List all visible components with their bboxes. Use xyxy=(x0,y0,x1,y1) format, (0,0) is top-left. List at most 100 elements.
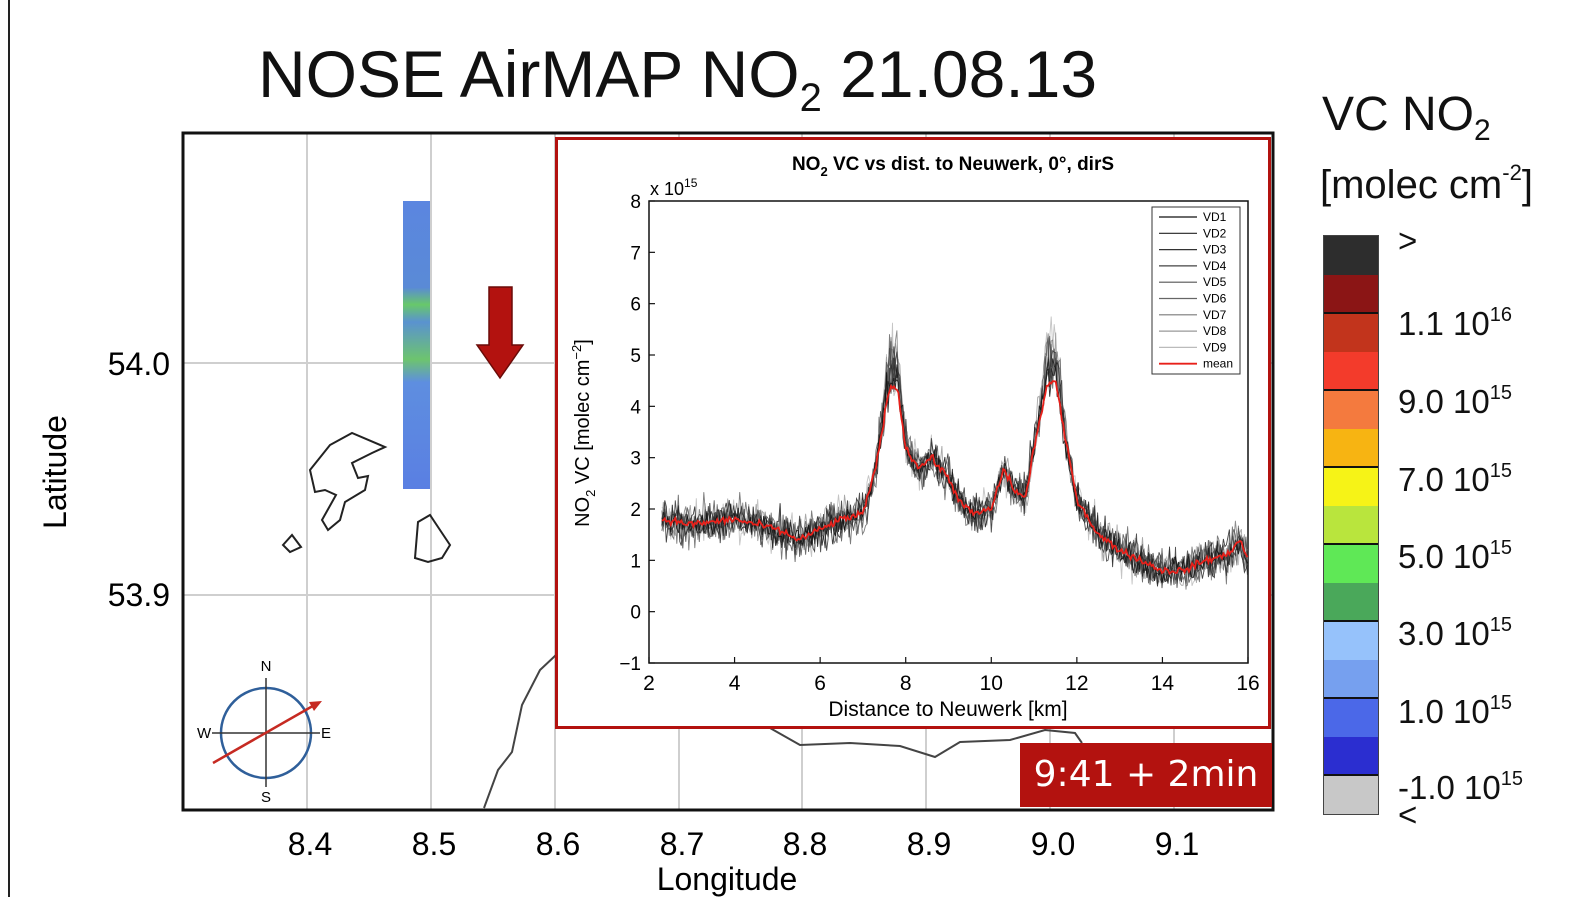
main-title: NOSE AirMAP NO2 21.08.13 xyxy=(258,37,1098,120)
y-multiplier: x 1015 xyxy=(650,176,698,199)
compass-rose: N S W E xyxy=(197,658,331,806)
y-axis-label: NO2 VC [molec cm−2] xyxy=(569,339,598,527)
colorbar-boundary xyxy=(1324,312,1378,314)
colorbar-unit: [molec cm-2] xyxy=(1320,160,1533,207)
time-badge: 9:41 + 2min xyxy=(1020,743,1272,807)
colorbar-boundary xyxy=(1324,697,1378,699)
map-xtick: 9.0 xyxy=(1031,826,1075,862)
map-x-axis-label: Longitude xyxy=(657,861,798,897)
map-xtick: 8.4 xyxy=(288,826,332,862)
map-frame xyxy=(181,131,1275,812)
y-tick-label: 1 xyxy=(630,551,641,572)
map-xtick: 8.6 xyxy=(536,826,580,862)
map-ytick: 53.9 xyxy=(108,577,170,613)
legend: VD1 VD2 VD3 VD4 VD5 VD6 VD7 VD8 VD9 mean xyxy=(1151,206,1241,375)
legend-label: VD5 xyxy=(1203,275,1227,289)
colorbar-segment xyxy=(1324,698,1378,737)
inset-frame xyxy=(555,137,1271,729)
island-outlines xyxy=(281,431,452,564)
x-axis-label: Distance to Neuwerk [km] xyxy=(828,698,1067,721)
compass-wind-arrow xyxy=(212,701,319,765)
colorbar-boundary xyxy=(1324,389,1378,391)
y-tick-label: 6 xyxy=(630,295,641,316)
colorbar-label: > xyxy=(1398,222,1418,259)
left-frame-border xyxy=(8,0,10,897)
colorbar-segment xyxy=(1324,467,1378,506)
measurement-swath xyxy=(403,201,430,489)
colorbar-label: 1.0 1015 xyxy=(1398,692,1512,730)
map-x-tick-labels: 8.4 8.5 8.6 8.7 8.8 8.9 9.0 9.1 xyxy=(288,826,1199,862)
y-tick-label: −1 xyxy=(619,654,641,675)
y-tick-label: 8 xyxy=(630,192,641,213)
x-ticks: 2 4 6 8 10 12 14 16 xyxy=(643,657,1260,695)
colorbar-segment xyxy=(1324,313,1378,352)
x-tick-label: 6 xyxy=(814,672,826,695)
colorbar-segment xyxy=(1324,544,1378,583)
colorbar-segment xyxy=(1324,582,1378,621)
colorbar-label: 7.0 1015 xyxy=(1398,460,1512,498)
x-tick-label: 16 xyxy=(1236,672,1259,695)
x-tick-label: 10 xyxy=(980,672,1003,695)
legend-label: VD7 xyxy=(1203,308,1227,322)
legend-label: VD9 xyxy=(1203,340,1227,354)
legend-label: mean xyxy=(1203,357,1233,371)
colorbar xyxy=(1323,235,1379,815)
colorbar-segment xyxy=(1324,736,1378,775)
colorbar-segment xyxy=(1324,390,1378,429)
colorbar-segment xyxy=(1324,428,1378,467)
legend-label: VD2 xyxy=(1203,226,1227,240)
colorbar-boundary xyxy=(1324,620,1378,622)
map-xtick: 8.5 xyxy=(412,826,456,862)
legend-label: VD3 xyxy=(1203,243,1227,257)
x-tick-label: 2 xyxy=(643,672,655,695)
y-tick-label: 7 xyxy=(630,243,641,264)
map-ytick: 54.0 xyxy=(108,346,170,382)
colorbar-segment xyxy=(1324,505,1378,544)
legend-label: VD1 xyxy=(1203,210,1227,224)
colorbar-segment xyxy=(1324,236,1378,275)
x-tick-label: 12 xyxy=(1065,672,1088,695)
compass-s: S xyxy=(261,789,271,806)
inset-title: NO2 VC vs dist. to Neuwerk, 0°, dirS xyxy=(792,154,1114,179)
data-series xyxy=(661,316,1249,590)
y-tick-label: 3 xyxy=(630,449,641,470)
colorbar-segment xyxy=(1324,775,1378,814)
y-tick-label: 0 xyxy=(630,603,641,624)
compass-n: N xyxy=(261,658,272,675)
legend-box xyxy=(1151,206,1241,375)
colorbar-segment xyxy=(1324,274,1378,313)
colorbar-title: VC NO2 xyxy=(1322,88,1491,147)
map-xtick: 8.7 xyxy=(660,826,704,862)
y-tick-label: 4 xyxy=(630,397,641,418)
compass-e: E xyxy=(321,725,331,742)
compass-w: W xyxy=(197,725,212,742)
colorbar-boundary xyxy=(1324,543,1378,545)
plot-area xyxy=(648,200,1249,664)
colorbar-boundary xyxy=(1324,466,1378,468)
legend-label: VD8 xyxy=(1203,324,1227,338)
colorbar-boundary xyxy=(1324,774,1378,776)
colorbar-segment xyxy=(1324,659,1378,698)
colorbar-label: 1.1 1016 xyxy=(1398,304,1512,342)
map-xtick: 9.1 xyxy=(1155,826,1199,862)
colorbar-label: < xyxy=(1398,796,1418,833)
inset-chart: NO2 VC vs dist. to Neuwerk, 0°, dirS x 1… xyxy=(555,137,1271,729)
x-tick-label: 8 xyxy=(900,672,912,695)
map-xtick: 8.8 xyxy=(783,826,827,862)
colorbar-label: 9.0 1015 xyxy=(1398,382,1512,420)
coastline xyxy=(483,654,1083,809)
series-line-mean xyxy=(661,380,1249,576)
map-y-axis-label: Latitude xyxy=(37,415,73,529)
colorbar-segment xyxy=(1324,621,1378,660)
y-ticks: 8 7 6 5 4 3 2 1 0 −1 xyxy=(619,192,655,675)
y-tick-label: 2 xyxy=(630,500,641,521)
x-tick-label: 4 xyxy=(729,672,741,695)
map-xtick: 8.9 xyxy=(907,826,951,862)
colorbar-label: 5.0 1015 xyxy=(1398,537,1512,575)
x-tick-label: 14 xyxy=(1151,672,1175,695)
y-tick-label: 5 xyxy=(630,346,641,367)
flight-direction-arrow xyxy=(475,286,525,380)
legend-label: VD4 xyxy=(1203,259,1227,273)
legend-label: VD6 xyxy=(1203,292,1227,306)
colorbar-label: 3.0 1015 xyxy=(1398,614,1512,652)
